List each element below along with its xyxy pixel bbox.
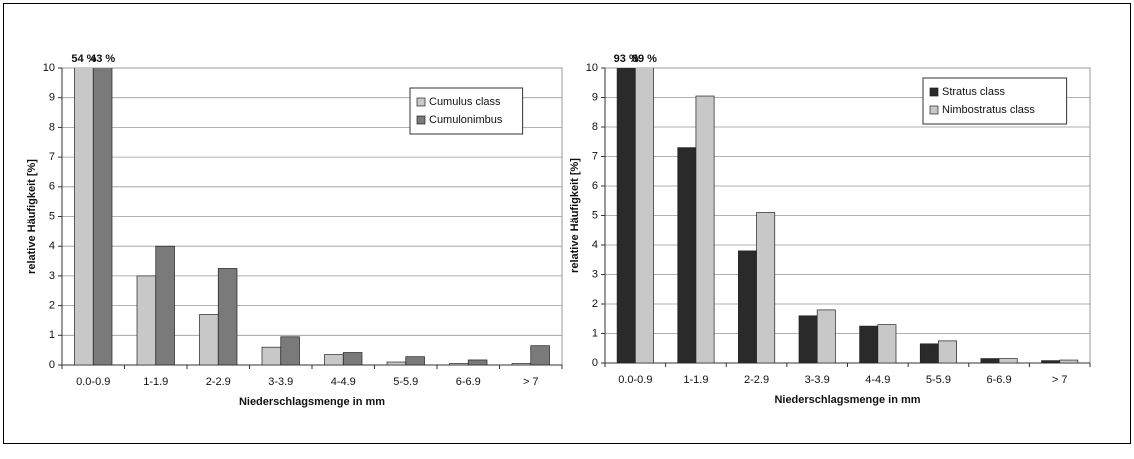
legend-swatch (416, 115, 426, 125)
value-label: 93 % (614, 53, 639, 65)
legend-label: Nimbostratus class (942, 104, 1035, 116)
y-tick-label: 3 (49, 270, 55, 282)
bar (511, 363, 532, 365)
y-tick-label: 2 (592, 298, 598, 310)
x-tick-label: > 7 (523, 376, 539, 388)
chart: 0 1 2 3 4 5 6 7 8 9 10 0.0-0.9 54 %43 % 1-1.9 2-2.9 3-3… (26, 53, 563, 408)
bar (449, 363, 469, 365)
bar (405, 356, 425, 365)
bar (980, 358, 1000, 363)
legend-swatch (929, 105, 939, 115)
bar (217, 268, 238, 365)
y-tick-label: 0 (49, 359, 55, 371)
y-tick-label: 9 (592, 91, 598, 103)
bar (136, 275, 157, 365)
x-tick-label: 1-1.9 (683, 374, 708, 386)
y-tick-label: 0 (592, 357, 598, 369)
bar (92, 68, 113, 365)
x-tick-label: 2-2.9 (744, 374, 769, 386)
y-tick-label: 3 (592, 268, 598, 280)
y-tick-label: 10 (43, 62, 55, 74)
y-axis-label: relative Häufigkeit [%] (26, 159, 38, 274)
bar (324, 354, 344, 365)
bar (695, 95, 715, 363)
y-tick-label: 1 (49, 329, 55, 341)
bar (199, 314, 219, 365)
bar (530, 345, 550, 365)
x-tick-label: 5-5.9 (926, 374, 951, 386)
value-label: 54 % (71, 53, 96, 65)
x-tick-label: 0.0-0.9 (618, 374, 652, 386)
x-tick-label: 4-4.9 (865, 374, 890, 386)
bar (877, 324, 897, 363)
y-tick-label: 6 (592, 180, 598, 192)
legend-box (922, 77, 1068, 125)
y-tick-label: 5 (592, 209, 598, 221)
bar (616, 68, 636, 363)
bar (386, 361, 407, 365)
x-tick-label: 6-6.9 (987, 374, 1012, 386)
y-tick-label: 2 (49, 300, 55, 312)
y-tick-label: 7 (592, 150, 598, 162)
bar (74, 68, 94, 365)
bar (738, 250, 757, 363)
value-label: 43 % (90, 53, 115, 65)
x-axis-label: Niederschlagsmenge in mm (239, 396, 385, 408)
legend-box (409, 87, 524, 135)
bar (1041, 360, 1061, 363)
chart: 0 1 2 3 4 5 6 7 8 9 10 0.0-0.9 93 %89 % 1-1.9 2-2.9 3-3… (569, 53, 1091, 406)
legend-label: Cumulonimbus (429, 114, 503, 126)
bar (938, 340, 957, 363)
legend-swatch (416, 97, 426, 107)
bar (756, 212, 776, 363)
bar (634, 68, 654, 363)
x-tick-label: 6-6.9 (456, 376, 481, 388)
legend-label: Cumulus class (429, 96, 501, 108)
bar (798, 315, 818, 363)
legend-label: Stratus class (942, 86, 1005, 98)
x-tick-label: 1-1.9 (143, 376, 168, 388)
y-tick-label: 1 (592, 327, 598, 339)
x-tick-label: 2-2.9 (206, 376, 231, 388)
x-tick-label: 0.0-0.9 (76, 376, 110, 388)
x-axis-label: Niederschlagsmenge in mm (774, 394, 920, 406)
y-axis-label: relative Häufigkeit [%] (569, 158, 581, 273)
y-tick-label: 6 (49, 181, 55, 193)
y-tick-label: 10 (586, 62, 598, 74)
bars (74, 68, 550, 365)
bar (998, 358, 1018, 363)
y-tick-label: 8 (592, 121, 598, 133)
y-tick-label: 4 (592, 239, 598, 251)
bar (155, 245, 175, 365)
bar (342, 352, 363, 365)
bar (1059, 359, 1079, 363)
y-tick-label: 8 (49, 121, 55, 133)
bar (816, 309, 836, 363)
x-tick-label: > 7 (1052, 374, 1068, 386)
bar (677, 147, 697, 363)
x-tick-label: 3-3.9 (805, 374, 830, 386)
bar (280, 336, 300, 365)
y-tick-label: 9 (49, 92, 55, 104)
bar (467, 359, 488, 365)
legend-swatch (929, 87, 939, 97)
y-tick-label: 5 (49, 210, 55, 222)
bar (919, 343, 939, 363)
x-tick-label: 3-3.9 (268, 376, 293, 388)
y-tick-label: 7 (49, 151, 55, 163)
bars (616, 68, 1079, 363)
x-tick-label: 5-5.9 (393, 376, 418, 388)
y-tick-label: 4 (49, 240, 55, 252)
bar (261, 346, 282, 365)
value-label: 89 % (632, 53, 657, 65)
x-tick-label: 4-4.9 (331, 376, 356, 388)
bar (859, 325, 879, 363)
